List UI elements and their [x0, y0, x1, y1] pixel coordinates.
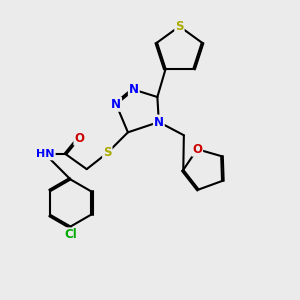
Text: HN: HN — [36, 149, 55, 159]
Text: O: O — [192, 143, 202, 156]
Text: O: O — [74, 132, 84, 145]
Text: S: S — [103, 146, 112, 159]
Text: Cl: Cl — [64, 228, 77, 241]
Text: N: N — [111, 98, 121, 111]
Text: N: N — [129, 83, 139, 96]
Text: S: S — [175, 20, 184, 33]
Text: N: N — [154, 116, 164, 128]
